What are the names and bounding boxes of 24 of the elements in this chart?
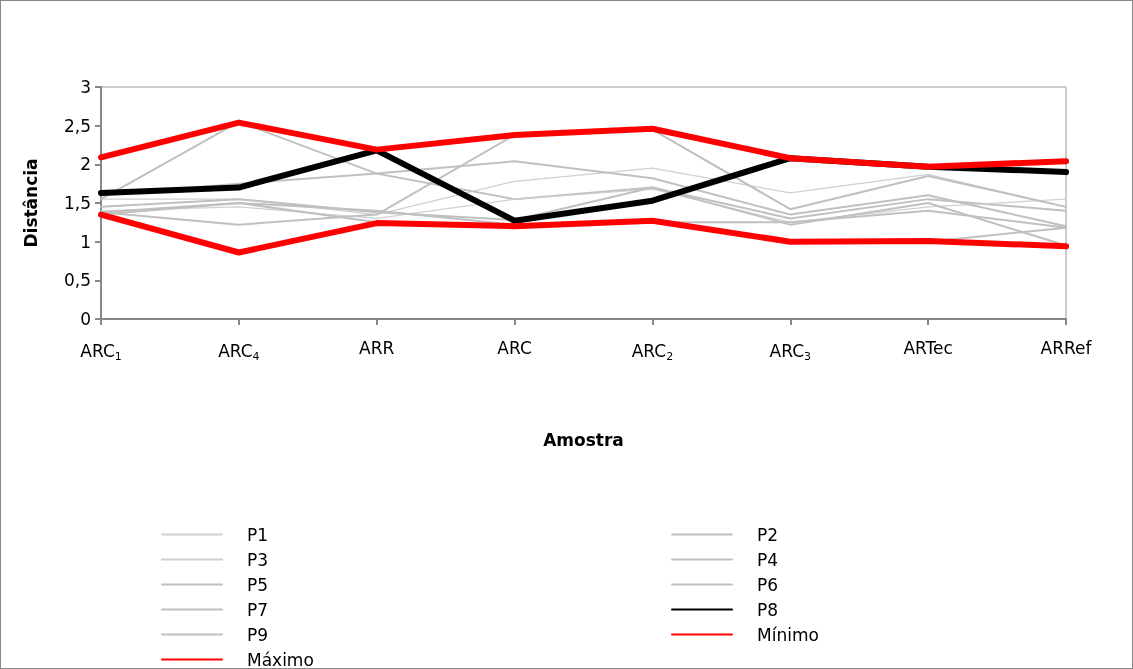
y-axis-title: Distância: [20, 158, 41, 248]
legend-label: P1: [247, 524, 269, 545]
legend-label: P7: [247, 599, 269, 620]
x-axis-title: Amostra: [543, 429, 624, 450]
legend-label: P4: [757, 549, 779, 570]
y-tick-label: 1: [80, 231, 91, 252]
x-tick-label: ARR: [359, 337, 395, 358]
x-tick-label: ARRef: [1040, 337, 1093, 358]
x-tick-label: ARC: [497, 337, 532, 358]
legend-label: P2: [757, 524, 779, 545]
legend-label: Máximo: [247, 649, 314, 669]
legend-label: P6: [757, 574, 779, 595]
legend-label: P8: [757, 599, 779, 620]
legend-label: P9: [247, 624, 269, 645]
legend-label: Mínimo: [757, 624, 819, 645]
y-tick-label: 2,5: [63, 115, 91, 136]
y-tick-label: 1,5: [63, 193, 91, 213]
legend-label: P5: [247, 574, 269, 595]
y-tick-label: 3: [80, 77, 91, 97]
y-tick-label: 0,5: [63, 270, 91, 291]
y-tick-label: 2: [80, 154, 91, 175]
y-tick-label: 0: [80, 309, 91, 329]
legend-label: P3: [247, 549, 269, 570]
x-tick-label: ARTec: [903, 337, 953, 358]
